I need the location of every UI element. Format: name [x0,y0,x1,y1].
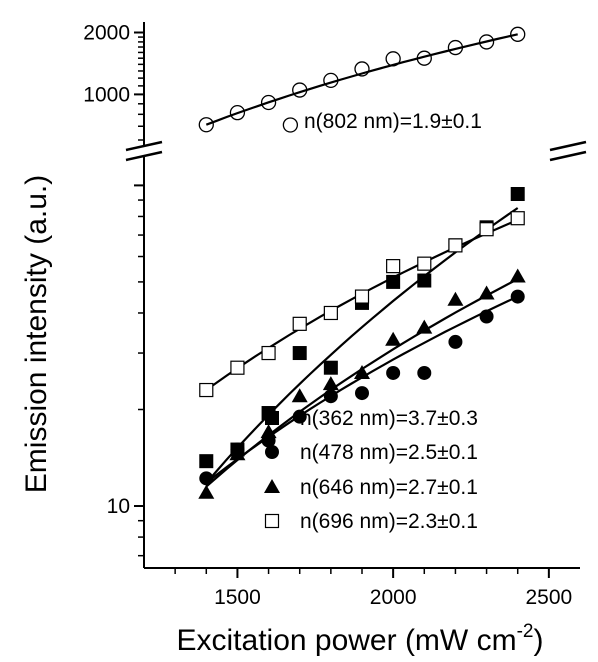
point-362nm [292,346,307,361]
y-tick-label: 1000 [83,83,130,106]
point-478nm [417,365,432,380]
point-478nm [448,334,463,349]
point-646nm [198,484,215,499]
point-478nm [323,389,338,404]
point-696nm [261,345,276,361]
point-478nm [510,289,525,304]
point-696nm [354,289,370,304]
point-696nm [292,316,307,331]
point-802nm [198,117,214,133]
point-696nm [230,360,245,375]
point-696nm [386,259,401,274]
legend-label-646nm: n(646 nm)=2.7±0.1 [300,476,478,499]
x-axis-title-superscript: -2 [517,621,534,642]
x-tick-label: 2500 [525,586,572,609]
x-axis-title: Excitation power (mW cm-2) [177,621,544,657]
y-axis-title: Emission intensity (a.u.) [20,175,53,493]
point-478nm [386,365,401,380]
point-696nm [199,382,214,398]
annotation-802nm: n(802 nm)=1.9±0.1 [304,110,482,133]
point-696nm [323,305,338,321]
legend-marker-478nm [265,445,279,459]
legend-label-696nm: n(696 nm)=2.3±0.1 [300,510,478,533]
plot-area: 1500 2000 2500 10 1000 2000 n(802 nm)=1.9±0.1 n… [83,22,587,609]
point-646nm [354,364,370,379]
x-axis-title-main: Excitation power (mW cm [177,624,517,657]
point-646nm [291,388,308,403]
point-696nm [510,211,525,226]
point-802nm [416,50,432,66]
point-802nm [447,39,464,56]
y-tick-label: 10 [107,495,130,518]
y-tick-label: 2000 [83,22,130,45]
point-802nm [323,72,339,89]
fit-line-802nm [205,33,518,126]
point-646nm [416,319,433,334]
legend-marker-646nm [264,479,280,493]
point-478nm [355,386,369,401]
point-802nm-outlier [282,117,299,133]
legend-marker-362nm [265,411,279,425]
point-478nm [479,309,494,324]
point-696nm [417,256,432,271]
point-802nm [478,34,495,50]
point-478nm [199,471,214,486]
point-646nm [447,291,464,306]
x-tick-label: 1500 [214,586,261,609]
point-478nm [292,409,307,424]
point-362nm [323,360,338,375]
point-696nm [448,238,463,253]
x-axis-title-close: ) [533,624,543,657]
point-802nm [354,61,370,77]
point-802nm [385,51,401,67]
axis-break-left-b [125,150,163,162]
point-646nm [229,446,246,461]
point-802nm [260,94,277,111]
axis-break-left-a [125,140,163,152]
fit-line-362nm [205,207,519,484]
point-696nm [479,222,494,237]
point-646nm [322,376,339,391]
point-802nm [292,82,308,98]
point-646nm [260,424,277,439]
axis-break-right-b [549,150,587,162]
point-646nm [385,331,402,346]
point-646nm [478,285,495,300]
point-362nm [386,274,401,289]
point-802nm [229,105,246,121]
legend-marker-696nm [264,513,280,529]
point-362nm [199,454,214,469]
legend-label-478nm: n(478 nm)=2.5±0.1 [300,441,478,464]
point-802nm [510,26,526,42]
axis-break-right-a [549,140,587,152]
point-362nm [417,273,432,288]
point-646nm [509,268,526,283]
legend-label-362nm: n(362 nm)=3.7±0.3 [300,407,478,430]
x-tick-label: 2000 [370,586,417,609]
point-362nm [510,187,525,202]
